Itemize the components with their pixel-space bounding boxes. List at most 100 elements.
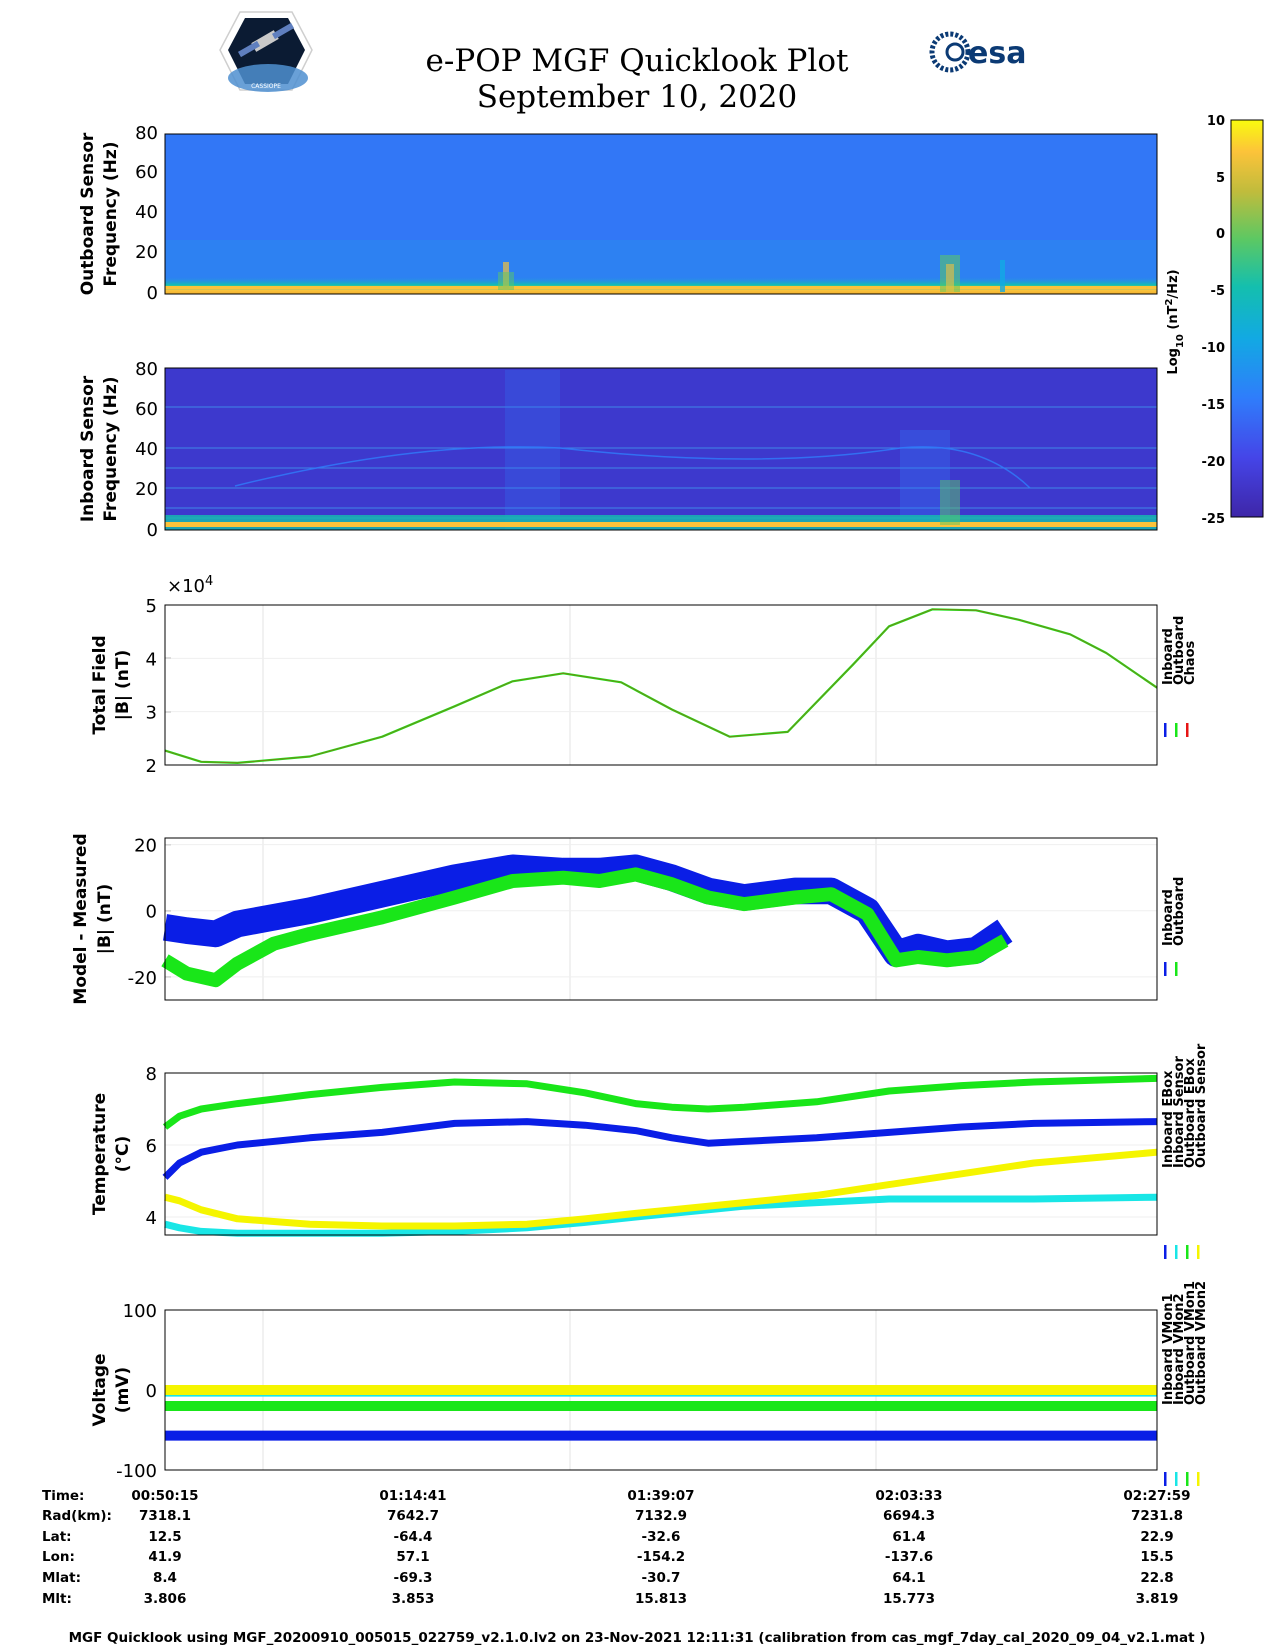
legend-label: Outboard Sensor [1194, 1043, 1209, 1168]
legend-swatch [1175, 962, 1178, 976]
ephemeris-row-label: Lat: [42, 1529, 72, 1545]
legend-swatch [1186, 1472, 1189, 1486]
ephemeris-cell: 15.813 [635, 1591, 687, 1607]
cassiope-logo: CASSIOPE [219, 11, 313, 92]
y-axis-label-2: (mV) [113, 1367, 133, 1413]
legend-label: Chaos [1183, 641, 1198, 685]
y-tick-label: -100 [116, 1461, 157, 1482]
legend-swatch [1186, 1245, 1189, 1259]
legend-swatch [1175, 1472, 1178, 1486]
y-axis-label-1: Temperature [90, 1093, 110, 1215]
svg-text:40: 40 [135, 202, 158, 223]
ephemeris-cell: -154.2 [637, 1549, 685, 1565]
ephemeris-cell: 3.806 [144, 1591, 187, 1607]
ephemeris-cell: 6694.3 [883, 1508, 935, 1524]
svg-text:80: 80 [135, 123, 158, 144]
plot-subtitle: September 10, 2020 [477, 79, 798, 115]
svg-text:-20: -20 [1202, 455, 1226, 470]
ephemeris-cell: 02:03:33 [875, 1488, 942, 1504]
axes-frame [164, 1309, 1158, 1471]
ephemeris-cell: 01:39:07 [627, 1488, 694, 1504]
series-line-chaos [164, 608, 1158, 764]
legend-swatch [1186, 723, 1189, 737]
ephemeris-cell: 8.4 [153, 1570, 177, 1586]
ephemeris-cell: 02:27:59 [1123, 1488, 1190, 1504]
ephemeris-cell: -30.7 [642, 1570, 681, 1586]
y-tick-label: -20 [128, 968, 157, 989]
y-tick-label: 0 [146, 902, 157, 923]
ephemeris-cell: 57.1 [396, 1549, 429, 1565]
series-line-inboard-ebox [162, 1118, 1158, 1180]
outboard-spectrogram-ylabel-1: Outboard Sensor [78, 132, 98, 295]
y-axis-label-1: Model - Measured [71, 833, 91, 1004]
inboard-spectrogram [164, 367, 1158, 531]
ephemeris-cell: 3.853 [392, 1591, 435, 1607]
svg-text:10: 10 [1207, 114, 1225, 129]
y-tick-label: 8 [146, 1064, 157, 1085]
legend-swatch [1164, 1472, 1167, 1486]
ephemeris-row-label: Mlt: [42, 1591, 72, 1607]
legend-swatch [1197, 1472, 1200, 1486]
series-line-outboard-ebox [162, 1074, 1158, 1130]
legend-label: Outboard EBox [1183, 1058, 1198, 1168]
ephemeris-row-label: Rad(km): [42, 1508, 112, 1524]
legend-swatch [1175, 1245, 1178, 1259]
y-axis-label-2: (°C) [113, 1136, 133, 1173]
outboard-spectrogram-ylabel-2: Frequency (Hz) [101, 141, 121, 286]
ephemeris-cell: 7231.8 [1131, 1508, 1183, 1524]
y-axis-label-2: |B| (nT) [113, 650, 133, 721]
legend-label: Outboard [1172, 616, 1187, 685]
series-line-outboard [164, 608, 1158, 764]
colorbar-label: Log10 (nT2/Hz) [1164, 269, 1186, 374]
inboard-spectrogram-ylabel-1: Inboard Sensor [78, 375, 98, 522]
legend-label: Inboard VMon2 [1172, 1293, 1187, 1405]
legend-label: Inboard [1161, 889, 1176, 946]
ephemeris-cell: -64.4 [394, 1529, 433, 1545]
y-tick-label: 100 [123, 1301, 157, 1322]
svg-text:20: 20 [135, 242, 158, 263]
plot-area [165, 605, 1157, 765]
ephemeris-cell: 3.819 [1136, 1591, 1179, 1607]
axes-frame [164, 837, 1158, 1001]
y-axis-label-1: Total Field [90, 635, 110, 734]
ephemeris-cell: 15.773 [883, 1591, 935, 1607]
total-field-multiplier: ×104 [167, 574, 213, 598]
axes-frame [164, 1072, 1158, 1236]
legend-swatch [1175, 723, 1178, 737]
legend-swatch [1164, 962, 1167, 976]
legend-label: Inboard EBox [1161, 1070, 1176, 1168]
ephemeris-cell: 15.5 [1140, 1549, 1173, 1565]
svg-text:esa: esa [968, 36, 1026, 71]
ephemeris-cell: 7642.7 [387, 1508, 439, 1524]
legend-label: Outboard VMon1 [1183, 1281, 1198, 1405]
svg-text:80: 80 [135, 359, 158, 380]
ephemeris-table: Time: Rad(km): Lat: Lon: Mlat: Mlt: 00:50:15 73… [42, 1488, 1191, 1607]
ephemeris-cell: 41.9 [148, 1549, 181, 1565]
ephemeris-cell: 22.8 [1140, 1570, 1173, 1586]
y-tick-label: 5 [146, 596, 157, 617]
y-tick-label: 4 [146, 1208, 157, 1229]
svg-text:60: 60 [135, 399, 158, 420]
svg-text:-15: -15 [1202, 398, 1226, 413]
svg-text:60: 60 [135, 162, 158, 183]
legend-swatch [1197, 1245, 1200, 1259]
ephemeris-cell: 7132.9 [635, 1508, 687, 1524]
ephemeris-row-label: Lon: [42, 1549, 75, 1565]
colorbar [1230, 119, 1264, 518]
ephemeris-cell: -69.3 [394, 1570, 433, 1586]
axes-frame [164, 604, 1158, 766]
svg-text:-25: -25 [1202, 512, 1226, 527]
y-tick-label: 6 [146, 1136, 157, 1157]
model-minus-measured-panel: 20 0 -20 Model - Measured |B| (nT) InboardOut… [71, 833, 1187, 1004]
svg-text:5: 5 [1216, 171, 1225, 186]
y-tick-label: 20 [134, 836, 157, 857]
inboard-spectrogram-ylabel-2: Frequency (Hz) [101, 376, 121, 521]
ephemeris-cell: -137.6 [885, 1549, 933, 1565]
legend-label: Inboard VMon1 [1161, 1293, 1176, 1405]
esa-logo: esa [929, 31, 1026, 73]
legend-label: Inboard Sensor [1172, 1056, 1187, 1168]
ephemeris-cell: -32.6 [642, 1529, 681, 1545]
series-line-outboard [161, 867, 1009, 988]
